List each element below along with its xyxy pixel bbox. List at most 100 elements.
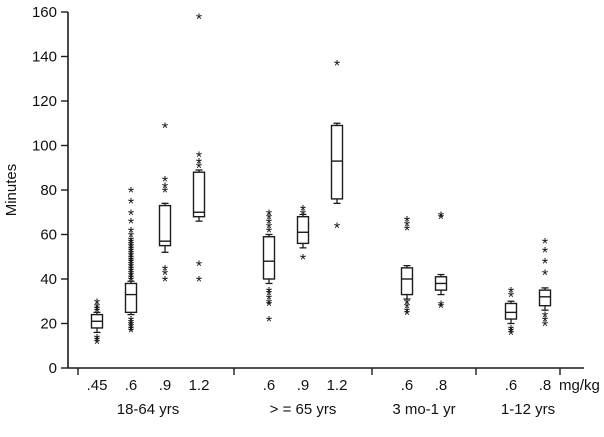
outlier-asterisk: * [542,267,548,284]
outlier-asterisk: * [128,272,134,289]
outlier-asterisk: * [128,258,134,275]
outlier-asterisk: * [94,305,100,322]
outlier-asterisk: * [196,161,202,178]
outlier-asterisk: * [404,301,410,318]
outlier-asterisk: * [128,243,134,260]
outlier-asterisk: * [128,252,134,269]
outlier-asterisk: * [128,250,134,267]
outlier-asterisk: * [404,307,410,324]
outlier-asterisk: * [128,236,134,253]
dose-label: .6 [263,377,276,394]
y-tick-label: 120 [32,93,57,110]
outlier-asterisk: * [508,323,514,340]
outlier-asterisk: * [128,270,134,287]
outlier-asterisk: * [128,241,134,258]
group-label: 3 mo-1 yr [392,401,455,418]
outlier-asterisk: * [438,298,444,315]
unit-label: mg/kg [559,377,600,394]
outlier-asterisk: * [404,218,410,235]
outlier-asterisk: * [300,207,306,224]
y-tick-label: 40 [40,271,57,288]
outlier-asterisk: * [94,303,100,320]
dose-label: .6 [401,377,414,394]
outlier-asterisk: * [334,221,340,238]
outlier-asterisk: * [94,334,100,351]
outlier-asterisk: * [128,254,134,271]
box-rect [504,302,518,320]
outlier-asterisk: * [300,203,306,220]
outlier-asterisk: * [196,11,202,28]
dose-label: .8 [539,377,552,394]
outlier-asterisk: * [266,216,272,233]
y-tick-label: 100 [32,138,57,155]
outlier-asterisk: * [300,252,306,269]
outlier-asterisk: * [162,274,168,291]
box-rect [262,236,276,280]
outlier-asterisk: * [128,234,134,251]
dose-label: 1.2 [189,377,210,394]
group-label: 18-64 yrs [117,401,180,418]
outlier-asterisk: * [196,258,202,275]
outlier-asterisk: * [162,263,168,280]
outlier-asterisk: * [128,274,134,291]
outlier-asterisk: * [94,336,100,353]
outlier-asterisk: * [404,223,410,240]
box-rect [192,171,206,218]
outlier-asterisk: * [266,221,272,238]
dose-label: .6 [125,377,138,394]
outlier-asterisk: * [196,149,202,166]
box-rect [158,204,172,247]
outlier-asterisk: * [128,267,134,284]
box-rect [124,282,138,314]
outlier-asterisk: * [162,181,168,198]
outlier-asterisk: * [128,238,134,255]
y-tick-label: 160 [32,4,57,21]
outlier-asterisk: * [128,225,134,242]
outlier-asterisk: * [128,261,134,278]
outlier-asterisk: * [128,263,134,280]
y-tick-label: 20 [40,316,57,333]
outlier-asterisk: * [128,247,134,264]
outlier-asterisk: * [196,156,202,173]
outlier-asterisk: * [128,185,134,202]
outlier-asterisk: * [128,265,134,282]
outlier-asterisk: * [542,310,548,327]
outlier-asterisk: * [162,267,168,284]
outlier-asterisk: * [266,285,272,302]
dose-label: .9 [159,377,172,394]
dose-label: .8 [435,377,448,394]
outlier-asterisk: * [266,314,272,331]
group-label: > = 65 yrs [270,401,337,418]
outlier-asterisk: * [404,305,410,322]
outlier-asterisk: * [128,230,134,247]
outlier-asterisk: * [128,319,134,336]
outlier-asterisk: * [162,120,168,137]
outlier-asterisk: * [128,314,134,331]
y-tick-label: 140 [32,49,57,66]
outlier-asterisk: * [128,216,134,233]
outlier-asterisk: * [438,301,444,318]
outlier-asterisk: * [94,296,100,313]
y-tick-label: 0 [49,360,57,377]
outlier-asterisk: * [94,332,100,349]
outlier-asterisk: * [162,185,168,202]
dose-label: .9 [297,377,310,394]
outlier-asterisk: * [508,325,514,342]
outlier-asterisk: * [128,256,134,273]
outlier-asterisk: * [196,274,202,291]
outlier-asterisk: * [404,296,410,313]
outlier-asterisk: * [438,212,444,229]
outlier-asterisk: * [266,212,272,229]
dose-label: 1.2 [327,377,348,394]
outlier-asterisk: * [128,316,134,333]
outlier-asterisk: * [438,209,444,226]
group-label: 1-12 yrs [501,401,555,418]
outlier-asterisk: * [162,174,168,191]
box-rect [296,215,310,245]
outlier-asterisk: * [334,58,340,75]
outlier-asterisk: * [266,298,272,315]
box-rect [400,267,414,296]
outlier-asterisk: * [542,236,548,253]
